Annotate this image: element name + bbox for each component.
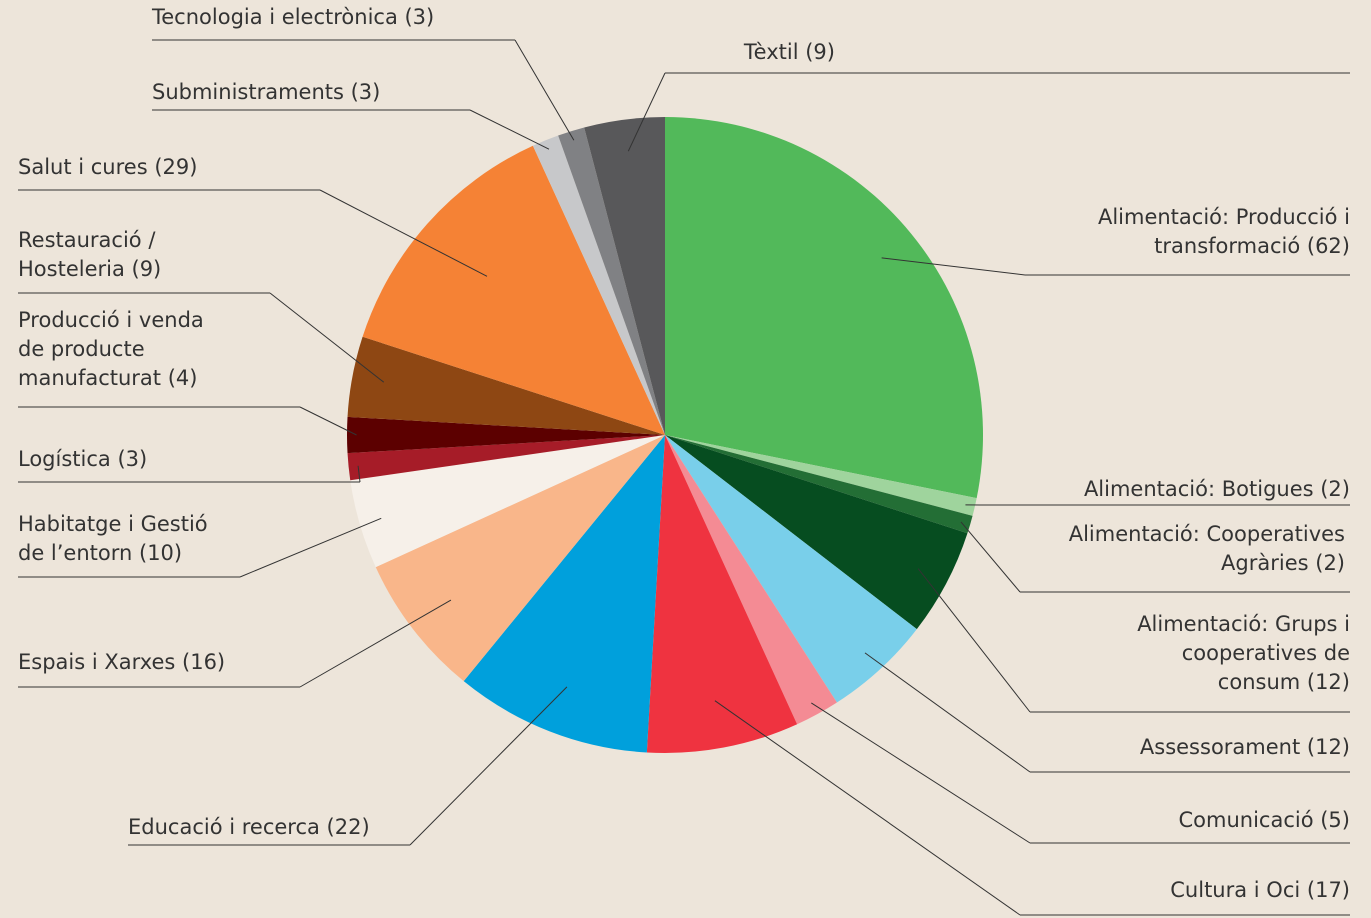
pie-slice [362,145,665,435]
slice-label: Comunicació (5) [1178,808,1351,832]
slice-label: Producció i venda de producte manufactur… [18,308,204,390]
leader-line [299,406,357,436]
slice-label: Subministraments (3) [152,80,381,104]
pie-slice [584,117,665,435]
pie-slice [347,416,665,454]
leader-line [714,700,1021,916]
pie-slice [665,435,973,534]
leader-line [357,465,361,483]
leader-line [514,39,575,141]
slice-label: Cultura i Oci (17) [1170,878,1350,902]
slice-label: Habitatge i Gestió de l’entorn (10) [18,512,208,565]
leader-line [469,109,550,150]
slice-label: Alimentació: Producció i transformació (… [1097,205,1350,258]
pie-slice [347,336,665,435]
leader-line [627,72,666,152]
slice-label: Alimentació: Grups i cooperatives de con… [1137,612,1350,694]
leader-line [409,686,568,846]
pie-slice [665,435,968,630]
leader-line [864,652,1031,773]
slice-label: Restauració / Hosteleria (9) [18,228,162,281]
slice-label: Alimentació: Botigues (2) [1083,477,1350,501]
pie-slice [463,435,665,753]
slice-label: Tecnologia i electrònica (3) [152,5,435,29]
pie-slice [665,117,983,499]
leader-line [239,517,382,578]
pie-slice [665,435,837,725]
leader-line [269,292,385,383]
leader-line [960,521,1021,593]
pie-slice [646,435,798,753]
pie-slice [558,127,665,436]
slice-label: Tèxtil (9) [743,40,835,64]
leader-line [811,702,1031,844]
slice-label: Alimentació: Cooperatives Agràries (2) [1068,522,1345,575]
pie-slice [350,435,665,568]
leader-line [881,257,1026,276]
pie-slice [665,435,917,703]
slice-label: Assessorament (12) [1139,735,1350,759]
slice-label: Educació i recerca (22) [128,815,370,839]
pie-slice [375,435,665,682]
slice-label: Espais i Xarxes (16) [18,650,226,674]
pie-slice [532,135,665,435]
leader-line [319,189,488,277]
pie-slice [665,435,977,516]
leader-line [917,568,1031,713]
leader-line [299,599,452,688]
slice-label: Logística (3) [18,447,148,471]
pie-slice [347,435,665,481]
slice-label: Salut i cures (29) [18,155,198,179]
